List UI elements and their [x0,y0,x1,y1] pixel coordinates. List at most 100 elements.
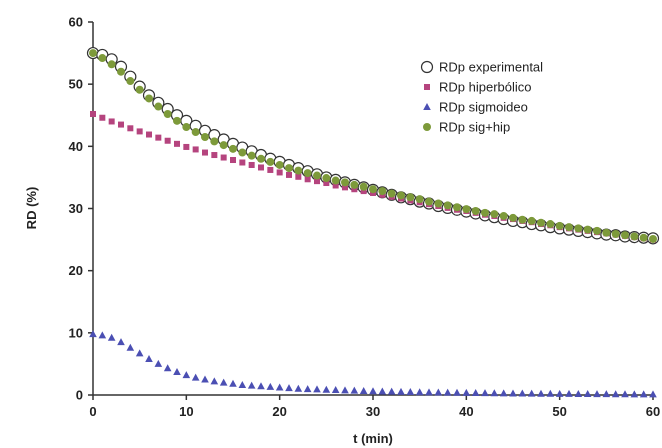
data-point [639,390,648,398]
data-point [294,384,303,392]
x-tick-label: 10 [179,404,193,419]
y-tick-label: 30 [69,201,83,216]
data-point [257,154,265,163]
data-point [99,114,106,121]
data-point [303,385,312,393]
legend-label: RDp sig+hip [439,120,510,135]
data-point [499,389,508,397]
y-tick-label: 40 [69,139,83,154]
legend-marker [424,84,430,90]
data-point [155,134,162,141]
data-point [136,128,143,135]
y-tick-label: 20 [69,263,83,278]
data-point [630,232,639,241]
data-point [518,389,527,397]
series-0 [86,46,660,245]
data-point [527,389,536,397]
legend-item: RDp sigmoideo [423,100,528,115]
data-point [341,386,349,394]
legend-label: RDp sigmoideo [439,100,528,115]
y-tick-label: 50 [69,77,83,92]
data-point [127,125,134,132]
data-point [313,171,321,180]
legend-label: RDp hiperbólico [439,80,532,95]
data-point [238,148,247,157]
data-point [89,330,97,338]
legend-label: RDp experimental [439,60,543,75]
data-point [621,390,629,398]
data-point [359,182,368,191]
data-point [266,382,275,390]
data-point [117,338,125,346]
data-point [555,221,564,230]
data-point [191,373,200,381]
data-point [210,377,219,385]
data-point [490,210,499,219]
data-point [387,387,396,395]
data-point [192,146,199,153]
data-point [621,231,629,240]
data-point [219,141,228,150]
data-point [276,169,283,176]
data-point [304,176,311,183]
data-point [230,157,236,164]
data-point [359,386,368,394]
data-point [89,49,97,58]
data-point [611,229,620,238]
data-point [126,77,135,86]
data-point [387,189,396,198]
data-point [332,182,339,189]
data-point [443,201,452,210]
series-1 [90,111,656,243]
data-point [509,389,517,397]
data-point [331,176,340,185]
data-point [369,185,377,194]
data-point [574,224,583,233]
data-point [173,367,181,375]
data-point [154,102,163,111]
data-point [602,390,611,398]
data-point [201,133,209,142]
data-point [154,359,163,367]
data-point [342,184,348,191]
data-point [415,195,424,204]
data-point [350,180,359,189]
data-point [145,94,153,103]
legend-item: RDp hiperbólico [424,80,532,95]
data-point [453,203,461,212]
data-point [285,164,293,173]
data-point [499,211,508,220]
data-point [247,151,256,160]
data-point [490,389,499,397]
data-point [135,349,144,357]
data-point [565,389,573,397]
x-tick-label: 30 [366,404,380,419]
data-point [323,180,330,187]
data-point [294,166,303,175]
x-tick-label: 50 [552,404,566,419]
data-point [341,178,349,187]
data-point [258,164,264,171]
data-point [415,388,424,396]
data-point [602,228,611,237]
data-point [462,388,471,396]
data-point [397,191,405,200]
data-point [406,388,415,396]
data-point [434,388,443,396]
legend-item: RDp experimental [420,60,543,75]
data-point [275,383,284,391]
data-point [481,389,489,397]
data-point [173,116,181,125]
axes [92,22,653,396]
y-tick-label: 0 [76,388,83,403]
y-axis-title: RD (%) [24,187,39,230]
y-tick-label: 60 [69,15,83,30]
data-point [593,226,601,235]
legend-marker [423,123,431,131]
data-point [555,389,564,397]
data-point [611,390,620,398]
data-point [313,385,321,393]
legend-marker [423,103,431,110]
tick-labels: 0 10 20 30 40 50 60 0 10 20 30 40 50 60 [69,15,661,420]
